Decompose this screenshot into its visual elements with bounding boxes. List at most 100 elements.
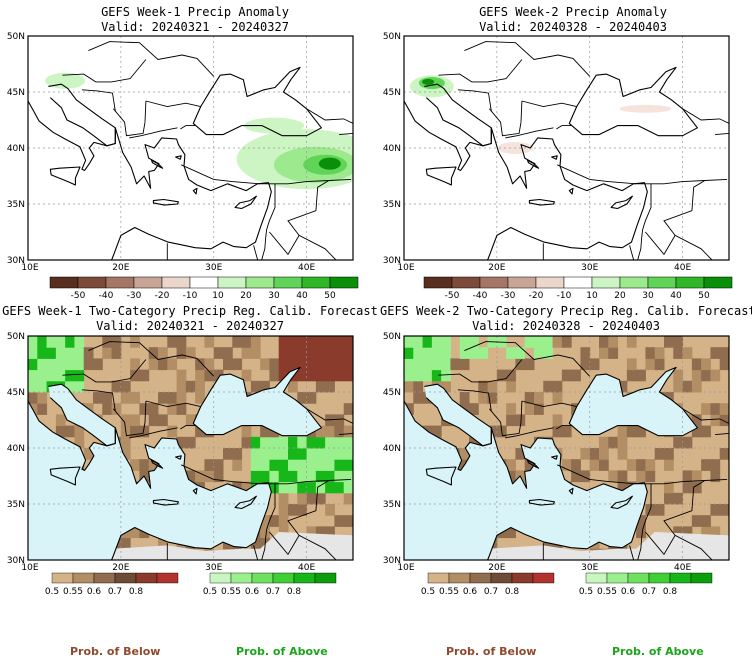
lon-label: 30E [581, 563, 598, 573]
colorbar-swatch [133, 276, 163, 289]
colorbar-swatch [301, 276, 331, 289]
prob-colorbar-tick-above: 0.6 [621, 587, 636, 597]
prob-colorbar-swatch-below [469, 572, 492, 584]
panel1-title: GEFS Week-1 Precip Anomaly [101, 5, 289, 19]
prob-colorbar-tick-below: 0.5 [45, 587, 59, 597]
lat-label: 45N [383, 388, 401, 398]
colorbar-swatch [189, 276, 219, 289]
prob-colorbar-swatch-above [627, 572, 650, 584]
colorbar-tick-label: -30 [501, 291, 516, 301]
lat-label: 40N [7, 444, 25, 454]
panel3-valid: Valid: 20240321 - 20240327 [96, 319, 284, 333]
lat-label: 50N [383, 32, 401, 42]
prob-colorbar-swatch-below [427, 572, 450, 584]
lon-label: 10E [397, 263, 414, 273]
prob-colorbar-swatch-above [251, 572, 274, 584]
lon-label: 30E [205, 263, 222, 273]
colorbar-tick-label: 20 [240, 291, 252, 301]
colorbar-swatch [479, 276, 509, 289]
prob-colorbar-swatch-below [156, 572, 179, 584]
lat-label: 30N [383, 556, 401, 566]
prob-colorbar-swatch-above [209, 572, 232, 584]
prob-colorbar-swatch-above [314, 572, 337, 584]
prob-colorbar-swatch-below [72, 572, 95, 584]
lon-label: 40E [298, 263, 315, 273]
lat-label: 35N [7, 500, 25, 510]
colorbar-swatch [273, 276, 303, 289]
colorbar-swatch [703, 276, 733, 289]
prob-colorbar-swatch-above [606, 572, 629, 584]
colorbar-tick-label: -10 [557, 291, 572, 301]
colorbar-tick-label: -50 [445, 291, 460, 301]
colorbar-swatch [591, 276, 621, 289]
prob-colorbar-tick-above: 0.7 [266, 587, 280, 597]
prob-colorbar-tick-above: 0.6 [245, 587, 260, 597]
prob-colorbar-tick-above: 0.8 [663, 587, 678, 597]
colorbar-tick-label: -40 [473, 291, 488, 301]
lon-label: 30E [581, 263, 598, 273]
prob-colorbar-tick-above: 0.55 [597, 587, 617, 597]
colorbar-tick-label: 40 [296, 291, 308, 301]
colorbar-tick-label: -20 [529, 291, 544, 301]
prob-colorbar-swatch-above [272, 572, 295, 584]
colorbar-tick-label: 10 [212, 291, 224, 301]
colorbar-swatch [217, 276, 247, 289]
prob-colorbar-swatch-above [230, 572, 253, 584]
lat-label: 30N [7, 556, 25, 566]
lat-label: 45N [7, 88, 25, 98]
lon-label: 20E [488, 563, 505, 573]
lat-label: 45N [7, 388, 25, 398]
lat-label: 35N [383, 200, 401, 210]
prob-colorbar-tick-below: 0.7 [484, 587, 498, 597]
prob-below-label-2: Prob. of Below [446, 645, 537, 658]
colorbar-tick-label: 20 [614, 291, 626, 301]
anomaly-colorbar-week2: -50 -40 -30 -20 -10 10 20 30 40 50 [423, 276, 733, 301]
prob-colorbar-tick-above: 0.5 [579, 587, 593, 597]
colorbar-swatch [105, 276, 135, 289]
prob-colorbar-week2: 0.5 0.55 0.6 0.7 0.8 0.5 0.55 0.6 0.7 0.8 [421, 572, 713, 597]
anomaly-colorbar-week1: -50 -40 -30 -20 -10 10 20 30 40 50 [49, 276, 359, 301]
colorbar-swatch [675, 276, 705, 289]
prob-colorbar-swatch-below [51, 572, 74, 584]
panel2-title: GEFS Week-2 Precip Anomaly [479, 5, 667, 19]
colorbar-tick-label: -40 [99, 291, 114, 301]
colorbar-tick-label: 50 [698, 291, 710, 301]
panel1-valid: Valid: 20240321 - 20240327 [101, 20, 289, 34]
lat-label: 40N [383, 144, 401, 154]
lon-label: 10E [21, 563, 38, 573]
lon-label: 40E [674, 263, 691, 273]
colorbar-swatch [49, 276, 79, 289]
prob-colorbar-tick-above: 0.5 [203, 587, 217, 597]
colorbar-tick-label: 30 [642, 291, 654, 301]
panel4-title: GEFS Week-2 Two-Category Precip Reg. Cal… [380, 304, 752, 318]
colorbar-tick-label: -50 [71, 291, 86, 301]
prob-colorbar-swatch-above [669, 572, 692, 584]
prob-colorbar-swatch-above [585, 572, 608, 584]
lon-label: 10E [21, 263, 38, 273]
lat-label: 30N [7, 256, 25, 266]
prob-above-label-1: Prob. of Above [236, 645, 328, 658]
prob-colorbar-tick-below: 0.8 [505, 587, 520, 597]
prob-colorbar-week1: 0.5 0.55 0.6 0.7 0.8 0.5 0.55 0.6 0.7 0.8 [45, 572, 337, 597]
prob-colorbar-swatch-above [690, 572, 713, 584]
colorbar-swatch [329, 276, 359, 289]
colorbar-swatch [507, 276, 537, 289]
prob-colorbar-swatch-below [448, 572, 471, 584]
colorbar-swatch [161, 276, 191, 289]
colorbar-tick-label: -10 [183, 291, 198, 301]
panel3-title: GEFS Week-1 Two-Category Precip Reg. Cal… [2, 304, 378, 318]
colorbar-swatch [423, 276, 453, 289]
prob-colorbar-tick-above: 0.7 [642, 587, 656, 597]
prob-colorbar-tick-below: 0.5 [421, 587, 435, 597]
lon-label: 30E [205, 563, 222, 573]
prob-colorbar-swatch-below [93, 572, 116, 584]
lon-label: 10E [397, 563, 414, 573]
lon-label: 20E [112, 263, 129, 273]
lat-label: 40N [7, 144, 25, 154]
lat-label: 50N [7, 32, 25, 42]
prob-colorbar-tick-below: 0.55 [439, 587, 459, 597]
prob-colorbar-swatch-above [648, 572, 671, 584]
